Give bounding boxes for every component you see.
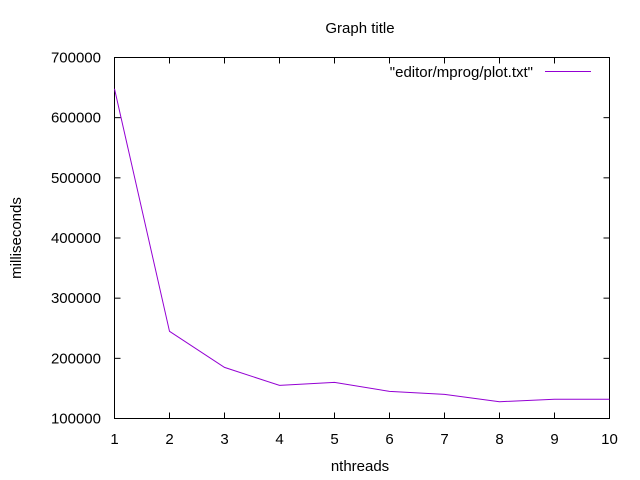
y-tick-label: 400000 [51,230,101,247]
y-tick-label: 300000 [51,290,101,307]
x-tick-label: 10 [601,431,618,448]
x-axis-label: nthreads [331,458,389,475]
x-tick-label: 5 [330,431,338,448]
x-tick-label: 2 [165,431,173,448]
chart-title: Graph title [325,20,394,37]
legend: "editor/mprog/plot.txt" [390,64,591,81]
legend-label: "editor/mprog/plot.txt" [390,64,533,81]
y-tick-label: 500000 [51,170,101,187]
series-line [114,88,610,403]
x-tick-label: 6 [385,431,393,448]
x-tick-label: 3 [220,431,228,448]
y-axis-label: milliseconds [8,197,25,279]
x-tick-label: 9 [550,431,558,448]
series-group [114,88,610,403]
y-tick-label: 700000 [51,50,101,67]
y-tick-label: 200000 [51,350,101,367]
x-tick-label: 7 [440,431,448,448]
x-tick-label: 4 [275,431,283,448]
x-tick-label: 8 [495,431,503,448]
x-tick-label: 1 [110,431,118,448]
plot-frame [114,57,610,419]
axis-ticks: 1 2 3 4 5 6 7 8 9 10 100000 200000 300000 400000 50000… [51,50,618,449]
y-tick-label: 100000 [51,411,101,428]
y-tick-label: 600000 [51,110,101,127]
